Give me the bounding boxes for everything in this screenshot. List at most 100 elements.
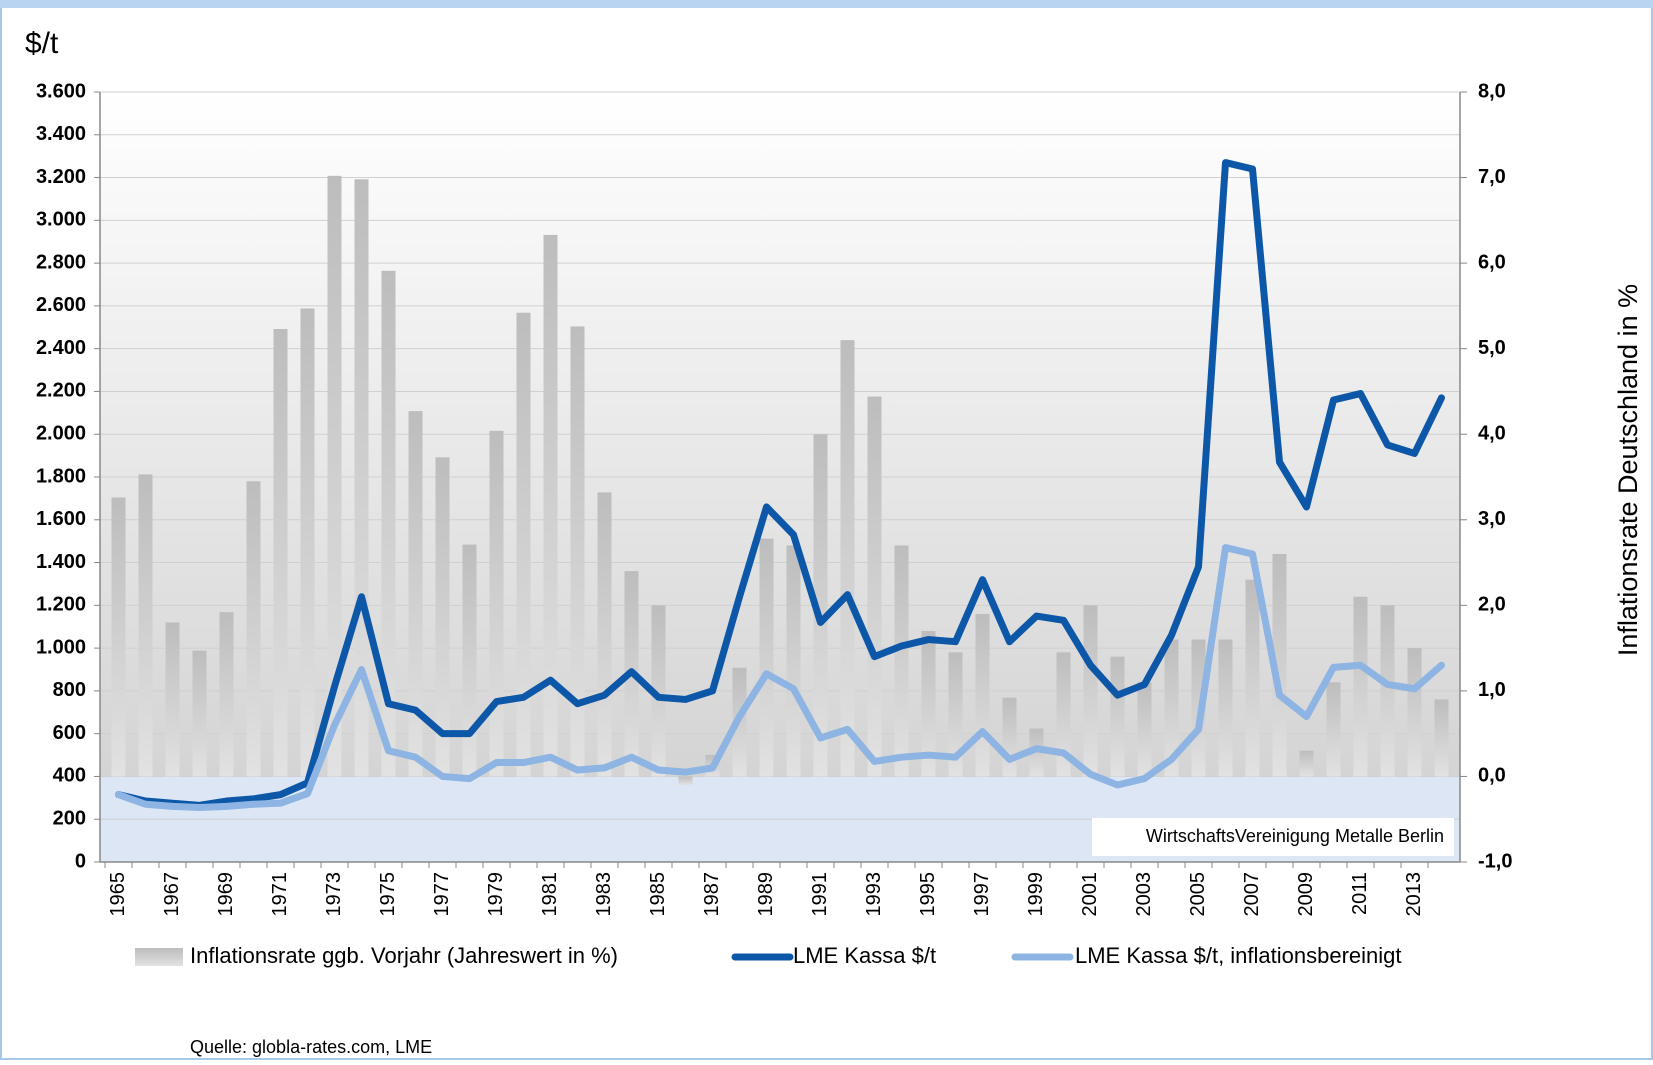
bar xyxy=(462,544,477,777)
y2-tick-label: 7,0 xyxy=(1478,166,1506,188)
bar xyxy=(1110,656,1125,777)
y-tick-label: 0 xyxy=(75,850,86,872)
x-tick-label: 1991 xyxy=(809,872,831,917)
bar xyxy=(1083,605,1098,777)
x-tick-label: 1983 xyxy=(593,872,615,917)
bar xyxy=(165,622,180,777)
x-tick-label: 1973 xyxy=(323,872,345,917)
bar xyxy=(975,613,990,777)
bar xyxy=(867,396,882,777)
bar xyxy=(894,545,909,777)
bar xyxy=(111,497,126,777)
y2-tick-label: -1,0 xyxy=(1478,850,1512,872)
bar xyxy=(678,776,693,785)
legend-swatch xyxy=(135,948,183,966)
x-tick-label: 2011 xyxy=(1349,872,1371,915)
x-tick-label: 1977 xyxy=(431,872,453,917)
y2-tick-label: 0,0 xyxy=(1478,765,1506,787)
y-tick-label: 3.600 xyxy=(36,80,86,102)
bar xyxy=(246,481,261,777)
bar xyxy=(1056,652,1071,777)
bar xyxy=(273,328,288,777)
x-tick-label: 1975 xyxy=(377,872,399,917)
bar xyxy=(840,340,855,777)
x-tick-label: 2007 xyxy=(1241,872,1263,917)
y-tick-label: 2.200 xyxy=(36,380,86,402)
x-tick-label: 1979 xyxy=(485,872,507,917)
bar xyxy=(354,179,369,777)
x-tick-label: 2005 xyxy=(1187,872,1209,917)
bar xyxy=(138,474,153,777)
bar xyxy=(192,650,207,777)
y-tick-label: 1.600 xyxy=(36,508,86,530)
x-tick-label: 2009 xyxy=(1295,872,1317,917)
y2-tick-label: 1,0 xyxy=(1478,679,1506,701)
bar xyxy=(435,457,450,777)
x-tick-label: 1965 xyxy=(107,872,129,917)
bar xyxy=(1002,697,1017,777)
bar xyxy=(948,652,963,777)
y-tick-label: 2.600 xyxy=(36,294,86,316)
line xyxy=(115,159,1445,809)
x-tick-label: 2001 xyxy=(1079,872,1101,917)
bar xyxy=(1245,579,1260,777)
x-tick-label: 2003 xyxy=(1133,872,1155,917)
x-tick-label: 1985 xyxy=(647,872,669,917)
bar xyxy=(1380,605,1395,777)
x-tick-label: 1967 xyxy=(161,872,183,917)
y-tick-label: 600 xyxy=(53,722,86,744)
legend-label: Inflationsrate ggb. Vorjahr (Jahreswert … xyxy=(190,943,618,968)
bar xyxy=(1164,639,1179,777)
source: Quelle: globla-rates.com, LME xyxy=(190,1037,432,1057)
top-bar xyxy=(0,0,1653,8)
y-tick-label: 3.200 xyxy=(36,166,86,188)
line xyxy=(115,544,1445,811)
y-tick-label: 3.000 xyxy=(36,209,86,231)
x-tick-label: 1989 xyxy=(755,872,777,917)
y-tick-label: 2.000 xyxy=(36,423,86,445)
x-tick-label: 1969 xyxy=(215,872,237,917)
y2-tick-label: 6,0 xyxy=(1478,251,1506,273)
bar xyxy=(597,492,612,777)
y-tick-label: 1.400 xyxy=(36,551,86,573)
y-tick-label: 1.200 xyxy=(36,594,86,616)
bar xyxy=(759,538,774,777)
y2-label: Inflationsrate Deutschland in % xyxy=(1613,284,1643,656)
bar xyxy=(1353,596,1368,777)
y-tick-label: 1.000 xyxy=(36,636,86,658)
bar xyxy=(1272,554,1287,777)
bar xyxy=(921,631,936,777)
bar xyxy=(300,308,315,777)
bar xyxy=(219,612,234,777)
y2-tick-label: 5,0 xyxy=(1478,337,1506,359)
bar xyxy=(543,234,558,777)
y-tick-label: 2.400 xyxy=(36,337,86,359)
bar xyxy=(1407,648,1422,777)
y-tick-label: 800 xyxy=(53,679,86,701)
y-tick-label: 200 xyxy=(53,808,86,830)
x-tick-label: 1987 xyxy=(701,872,723,917)
bar xyxy=(1326,682,1341,777)
bar xyxy=(408,411,423,777)
annotation-box xyxy=(1092,818,1454,856)
bar xyxy=(1137,682,1152,777)
bar xyxy=(327,175,342,777)
bar xyxy=(489,430,504,777)
x-tick-label: 2013 xyxy=(1403,872,1425,917)
y2-tick-label: 4,0 xyxy=(1478,423,1506,445)
y-tick-label: 400 xyxy=(53,765,86,787)
bar xyxy=(813,434,828,777)
y-unit: $/t xyxy=(25,27,59,60)
x-tick-label: 1971 xyxy=(269,872,291,917)
y-tick-label: 3.400 xyxy=(36,123,86,145)
y2-tick-label: 3,0 xyxy=(1478,508,1506,530)
y2-tick-label: 8,0 xyxy=(1478,80,1506,102)
annotation: WirtschaftsVereinigung Metalle Berlin xyxy=(1146,826,1444,846)
bar xyxy=(786,545,801,777)
bar xyxy=(516,312,531,777)
x-tick-label: 1997 xyxy=(971,872,993,917)
bar xyxy=(651,605,666,777)
bar xyxy=(381,270,396,777)
bar xyxy=(1434,699,1449,777)
